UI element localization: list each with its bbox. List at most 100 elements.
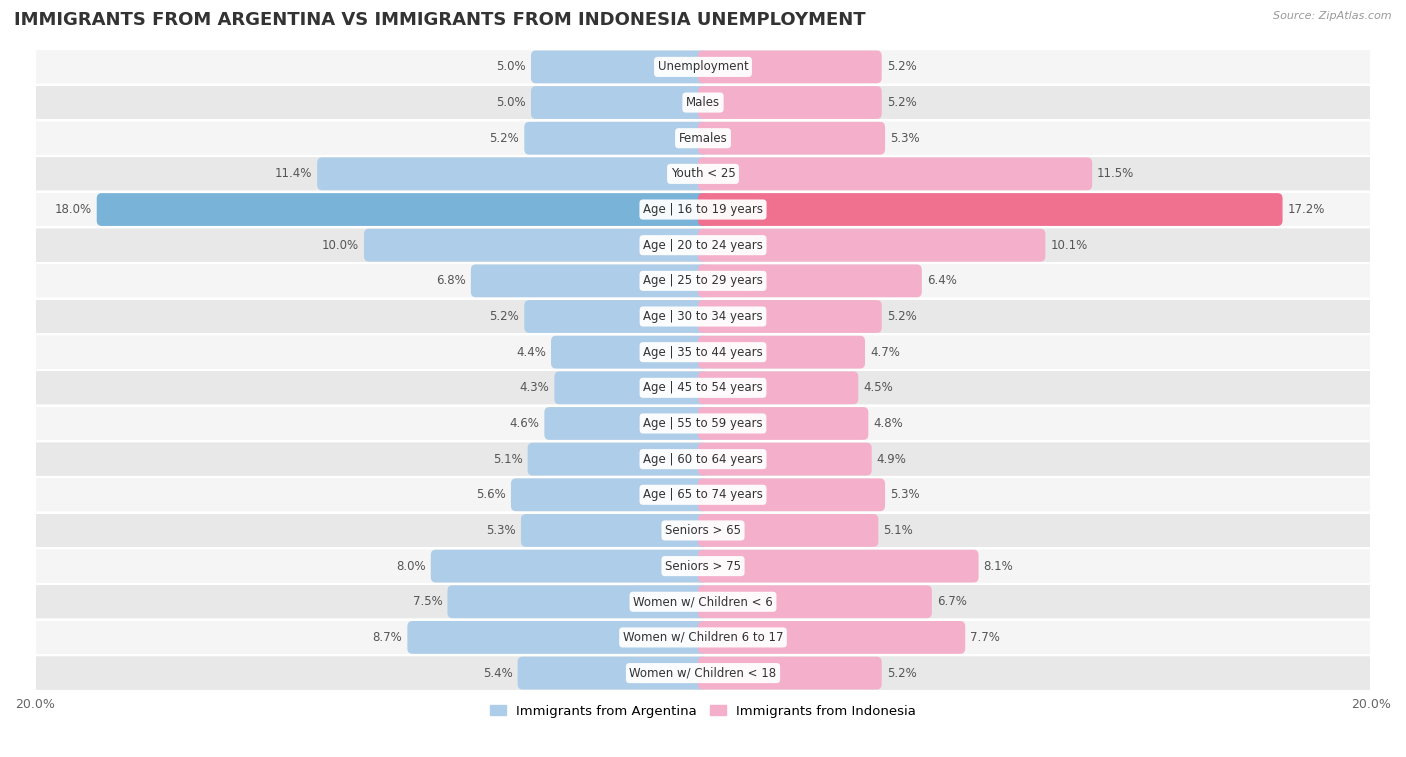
FancyBboxPatch shape [510, 478, 709, 511]
Text: Females: Females [679, 132, 727, 145]
Text: 5.2%: 5.2% [887, 61, 917, 73]
Text: 8.7%: 8.7% [373, 631, 402, 644]
FancyBboxPatch shape [531, 51, 709, 83]
FancyBboxPatch shape [35, 477, 1371, 512]
Text: 11.4%: 11.4% [274, 167, 312, 180]
Text: 7.5%: 7.5% [413, 595, 443, 609]
FancyBboxPatch shape [35, 584, 1371, 619]
Text: Youth < 25: Youth < 25 [671, 167, 735, 180]
Text: 5.2%: 5.2% [489, 132, 519, 145]
Text: Women w/ Children < 18: Women w/ Children < 18 [630, 667, 776, 680]
FancyBboxPatch shape [35, 192, 1371, 227]
FancyBboxPatch shape [697, 264, 922, 298]
FancyBboxPatch shape [697, 656, 882, 690]
Text: Age | 35 to 44 years: Age | 35 to 44 years [643, 346, 763, 359]
Text: Source: ZipAtlas.com: Source: ZipAtlas.com [1274, 11, 1392, 21]
Text: 5.3%: 5.3% [890, 488, 920, 501]
FancyBboxPatch shape [697, 372, 858, 404]
Text: 4.4%: 4.4% [516, 346, 546, 359]
Text: Seniors > 65: Seniors > 65 [665, 524, 741, 537]
FancyBboxPatch shape [35, 656, 1371, 691]
FancyBboxPatch shape [447, 585, 709, 618]
Text: Unemployment: Unemployment [658, 61, 748, 73]
FancyBboxPatch shape [35, 406, 1371, 441]
FancyBboxPatch shape [35, 156, 1371, 192]
Text: 5.4%: 5.4% [482, 667, 513, 680]
Text: Age | 16 to 19 years: Age | 16 to 19 years [643, 203, 763, 216]
Text: Age | 25 to 29 years: Age | 25 to 29 years [643, 274, 763, 288]
Text: 17.2%: 17.2% [1288, 203, 1324, 216]
Text: 6.4%: 6.4% [927, 274, 956, 288]
FancyBboxPatch shape [554, 372, 709, 404]
FancyBboxPatch shape [697, 443, 872, 475]
Text: Women w/ Children < 6: Women w/ Children < 6 [633, 595, 773, 609]
Text: 4.5%: 4.5% [863, 382, 893, 394]
FancyBboxPatch shape [531, 86, 709, 119]
Text: 5.3%: 5.3% [486, 524, 516, 537]
Text: 5.1%: 5.1% [883, 524, 912, 537]
FancyBboxPatch shape [697, 585, 932, 618]
FancyBboxPatch shape [697, 193, 1282, 226]
Text: Age | 45 to 54 years: Age | 45 to 54 years [643, 382, 763, 394]
Legend: Immigrants from Argentina, Immigrants from Indonesia: Immigrants from Argentina, Immigrants fr… [485, 699, 921, 723]
Text: 4.8%: 4.8% [873, 417, 903, 430]
FancyBboxPatch shape [697, 621, 965, 654]
Text: Age | 55 to 59 years: Age | 55 to 59 years [643, 417, 763, 430]
Text: Seniors > 75: Seniors > 75 [665, 559, 741, 572]
Text: 8.0%: 8.0% [396, 559, 426, 572]
FancyBboxPatch shape [408, 621, 709, 654]
FancyBboxPatch shape [697, 550, 979, 583]
FancyBboxPatch shape [35, 120, 1371, 156]
FancyBboxPatch shape [318, 157, 709, 190]
FancyBboxPatch shape [697, 229, 1046, 262]
Text: 18.0%: 18.0% [55, 203, 91, 216]
Text: 4.9%: 4.9% [877, 453, 907, 466]
Text: 5.2%: 5.2% [887, 310, 917, 323]
Text: 4.3%: 4.3% [520, 382, 550, 394]
FancyBboxPatch shape [522, 514, 709, 547]
FancyBboxPatch shape [97, 193, 709, 226]
FancyBboxPatch shape [551, 336, 709, 369]
Text: Age | 30 to 34 years: Age | 30 to 34 years [643, 310, 763, 323]
Text: 5.2%: 5.2% [887, 667, 917, 680]
FancyBboxPatch shape [35, 512, 1371, 548]
Text: 5.6%: 5.6% [477, 488, 506, 501]
Text: Age | 20 to 24 years: Age | 20 to 24 years [643, 238, 763, 251]
FancyBboxPatch shape [697, 300, 882, 333]
Text: Age | 65 to 74 years: Age | 65 to 74 years [643, 488, 763, 501]
FancyBboxPatch shape [430, 550, 709, 583]
FancyBboxPatch shape [35, 441, 1371, 477]
Text: Males: Males [686, 96, 720, 109]
FancyBboxPatch shape [524, 122, 709, 154]
Text: 5.0%: 5.0% [496, 61, 526, 73]
FancyBboxPatch shape [697, 336, 865, 369]
Text: 5.2%: 5.2% [887, 96, 917, 109]
Text: 4.6%: 4.6% [509, 417, 540, 430]
Text: 11.5%: 11.5% [1097, 167, 1135, 180]
Text: 5.3%: 5.3% [890, 132, 920, 145]
Text: 10.1%: 10.1% [1050, 238, 1088, 251]
Text: Women w/ Children 6 to 17: Women w/ Children 6 to 17 [623, 631, 783, 644]
FancyBboxPatch shape [544, 407, 709, 440]
FancyBboxPatch shape [35, 85, 1371, 120]
FancyBboxPatch shape [35, 370, 1371, 406]
Text: 10.0%: 10.0% [322, 238, 359, 251]
FancyBboxPatch shape [517, 656, 709, 690]
Text: 7.7%: 7.7% [970, 631, 1000, 644]
FancyBboxPatch shape [527, 443, 709, 475]
Text: IMMIGRANTS FROM ARGENTINA VS IMMIGRANTS FROM INDONESIA UNEMPLOYMENT: IMMIGRANTS FROM ARGENTINA VS IMMIGRANTS … [14, 11, 866, 30]
FancyBboxPatch shape [524, 300, 709, 333]
FancyBboxPatch shape [697, 122, 884, 154]
FancyBboxPatch shape [697, 478, 884, 511]
Text: 5.0%: 5.0% [496, 96, 526, 109]
Text: 5.2%: 5.2% [489, 310, 519, 323]
FancyBboxPatch shape [364, 229, 709, 262]
FancyBboxPatch shape [697, 51, 882, 83]
FancyBboxPatch shape [697, 407, 869, 440]
FancyBboxPatch shape [697, 514, 879, 547]
Text: 6.7%: 6.7% [936, 595, 967, 609]
FancyBboxPatch shape [35, 299, 1371, 335]
Text: 8.1%: 8.1% [984, 559, 1014, 572]
FancyBboxPatch shape [697, 86, 882, 119]
Text: 4.7%: 4.7% [870, 346, 900, 359]
